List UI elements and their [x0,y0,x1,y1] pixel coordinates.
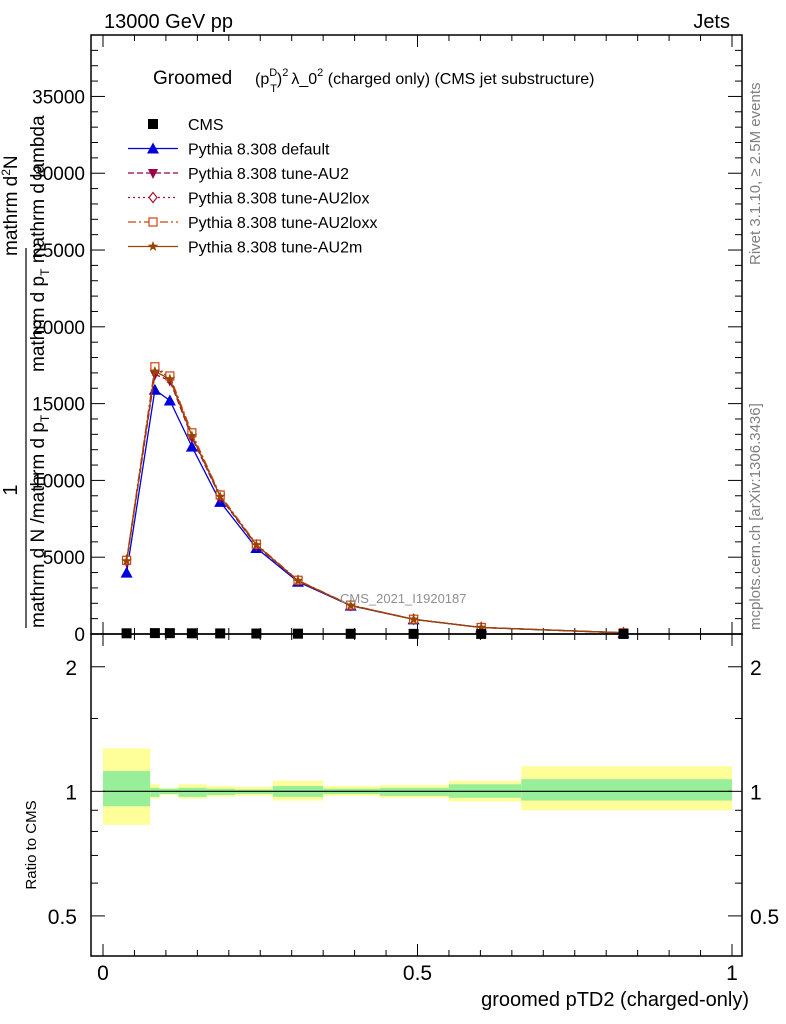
data-point [215,491,226,501]
ylabel-denom1: mathrm d N /mathrm d pT [28,414,52,628]
ratio-frame [90,633,743,957]
data-point [149,365,161,376]
title-sup-2: 2 [282,67,288,79]
plot-title: Groomed (pD T)2 λ_02 (charged only) (CMS j… [153,67,595,95]
main-ytick-label: 30000 [32,164,85,185]
ylabel-denom2: mathrm d pT mathrm d lambda [28,115,52,372]
title-sup-2b: 2 [317,67,323,79]
main-panel: 0 5000 10000 15000 20000 25000 30000 35000 [32,34,743,646]
data-point [186,430,198,441]
ratio-stat-band [150,787,160,797]
legend-entry: Pythia 8.308 tune-AU2loxx [128,215,377,232]
analysis-watermark: CMS_2021_I1920187 [340,591,467,606]
data-point [149,628,160,639]
main-ytick-label: 25000 [32,241,85,262]
data-point [120,566,133,578]
x-tick-label: 1 [726,962,738,985]
title-formula-open: (p [255,71,269,88]
y-axis-label: 1 mathrm d N /mathrm d pT mathrm d2N mat… [0,115,52,628]
data-point [148,383,161,395]
legend-entry: Pythia 8.308 default [128,142,330,159]
title-prefix: Groomed [153,68,232,89]
ylabel-numer2: mathrm d2N [0,155,22,256]
legend-label: Pythia 8.308 tune-AU2loxx [188,215,377,232]
data-point [164,373,176,384]
x-tick-label: 0.5 [403,962,432,985]
main-ytick-label: 20000 [32,318,85,339]
ratio-ytick-label: 2 [65,657,77,680]
ratio-stat-band [521,779,732,801]
main-ytick-label: 35000 [32,87,85,108]
ratio-panel: 0.5 0.5 1 1 2 2 0 0.5 1 [48,633,779,985]
data-point [345,599,356,610]
legend-marker [148,119,158,129]
legend-label: Pythia 8.308 tune-AU2lox [188,191,369,208]
ratio-ytick-label-right: 1 [750,781,762,804]
main-ytick-label: 15000 [32,395,85,416]
ratio-ytick-label-right: 2 [750,657,762,680]
legend-entry: Pythia 8.308 tune-AU2m [128,240,362,257]
title-sub-t: T [270,83,277,95]
ratio-ytick-label-right: 0.5 [750,906,779,929]
legend-marker [148,217,158,227]
legend-entry: CMS [148,117,224,134]
header-left: 13000 GeV pp [104,11,233,33]
legend-label: Pythia 8.308 tune-AU2m [188,240,362,257]
legend-label: Pythia 8.308 default [188,142,330,159]
data-point [408,613,419,624]
ylabel-numer1: 1 [0,484,22,495]
mcplots-label: mcplots.cern.ch [arXiv:1306.3436] [747,403,764,630]
legend: CMS Pythia 8.308 default Pythia 8.308 tune… [128,117,377,257]
title-sup-d: D [269,67,277,79]
ratio-stat-band [178,787,207,797]
data-point [185,440,198,452]
title-suffix: (charged only) (CMS jet substructure) [323,71,594,88]
main-ytick-label: 5000 [43,548,85,569]
legend-entry: Pythia 8.308 tune-AU2lox [128,191,369,208]
title-formula: (pD T)2 λ_02 (charged only) (CMS jet subst… [255,67,595,95]
data-point [251,539,262,550]
legend-marker [148,169,158,179]
ratio-y-label: Ratio to CMS [23,800,40,889]
legend-entry: Pythia 8.308 tune-AU2 [128,166,349,183]
main-ytick-label: 0 [74,625,85,646]
main-ytick-label: 10000 [32,471,85,492]
legend-marker [147,241,159,251]
series-line [125,373,624,634]
header-right: Jets [693,11,730,33]
data-point [163,394,176,406]
legend-marker [147,142,159,154]
legend-label: Pythia 8.308 tune-AU2 [188,166,349,183]
title-lambda: λ_0 [291,71,317,88]
legend-label: CMS [188,117,224,134]
data-point [121,555,132,566]
ratio-stat-band [103,770,151,807]
data-point [476,622,487,632]
data-point [164,628,175,639]
data-point [292,575,304,586]
ratio-ytick-label: 0.5 [48,906,77,929]
legend-marker [148,191,158,204]
rivet-label: Rivet 3.1.10, ≥ 2.5M events [747,83,764,266]
x-axis-label: groomed pTD2 (charged-only) [481,989,749,1011]
title-formula-close: ) [277,71,282,88]
x-tick-label: 0 [97,962,109,985]
ratio-ytick-label: 1 [65,781,77,804]
